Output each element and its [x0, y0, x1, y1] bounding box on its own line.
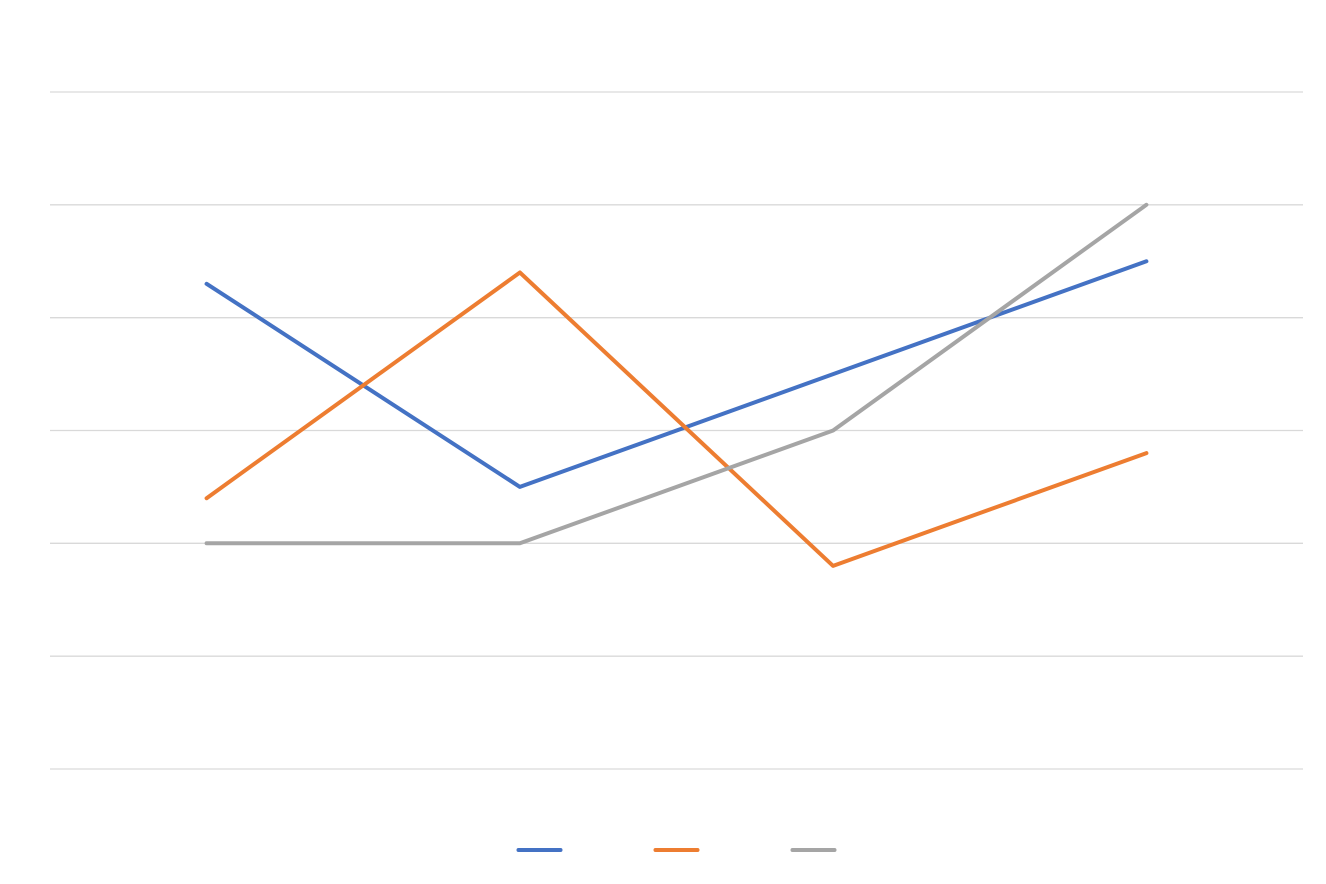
series-line-1 [204, 259, 1149, 489]
series-line-2 [204, 270, 1149, 568]
series-line-3 [204, 202, 1149, 546]
plot-area [204, 202, 1149, 568]
